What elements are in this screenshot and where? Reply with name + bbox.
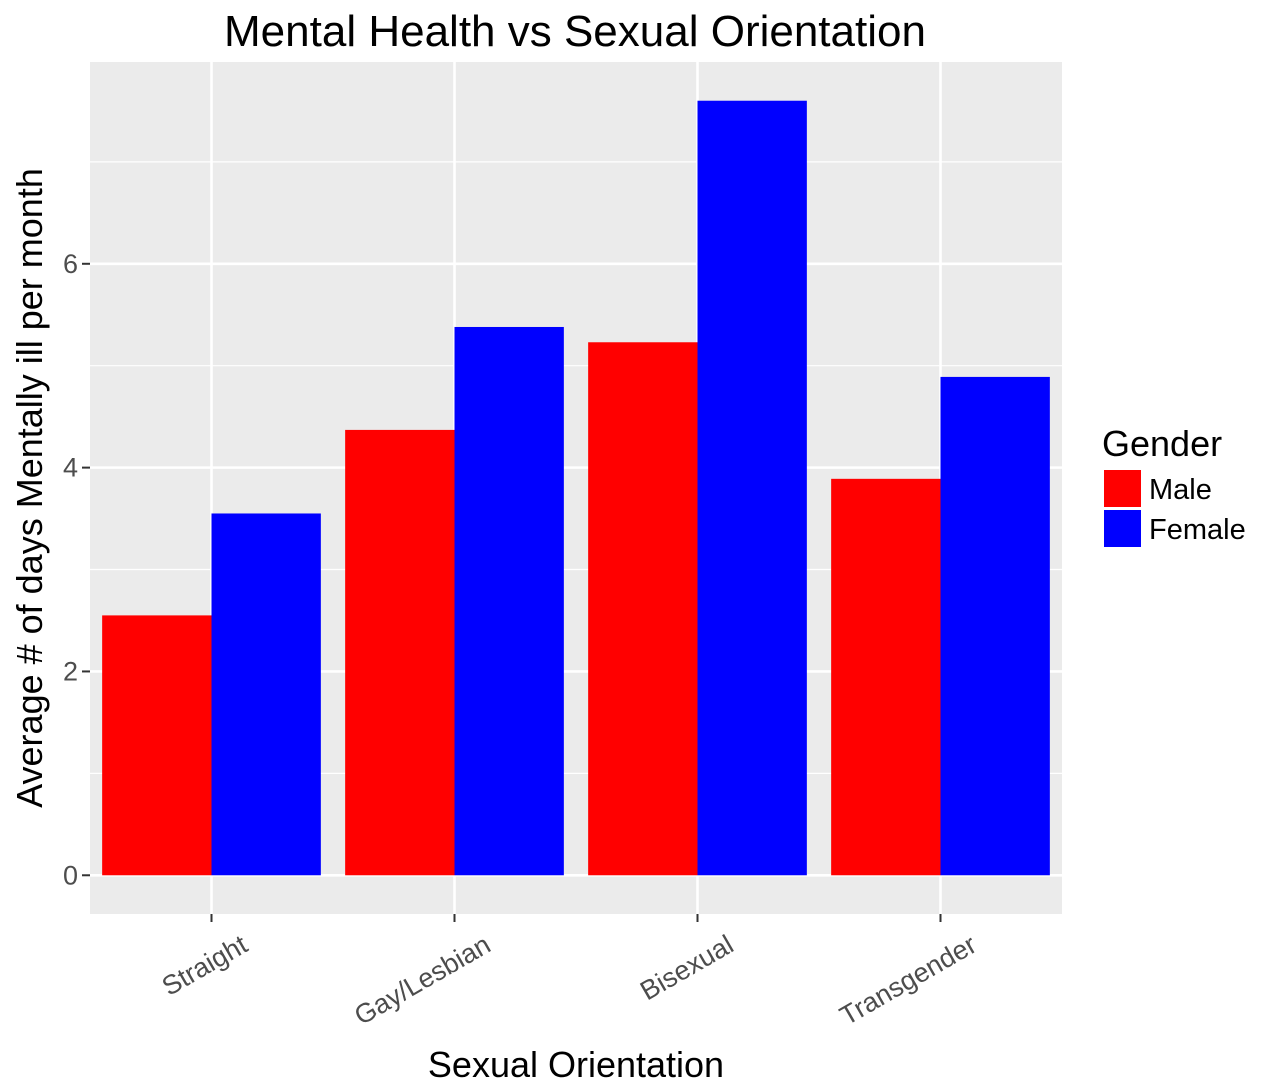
legend-title: Gender (1102, 423, 1222, 464)
bar-female-bisexual (697, 100, 807, 876)
y-tick-label: 6 (63, 249, 78, 279)
x-axis-ticks: Straight Gay/Lesbian Bisexual Transgender (157, 914, 982, 1031)
bar-male-straight (102, 615, 212, 876)
x-tick-label: Transgender (835, 929, 982, 1031)
y-tick-label: 2 (63, 656, 78, 686)
x-tick-label: Bisexual (635, 929, 738, 1006)
y-tick-label: 0 (63, 860, 78, 890)
y-axis-title: Average # of days Mentally ill per month (9, 168, 50, 808)
bar-male-bisexual (588, 342, 698, 876)
bar-female-gay-lesbian (454, 326, 564, 876)
y-axis-ticks: 0 2 4 6 (63, 249, 90, 890)
bar-male-gay-lesbian (345, 429, 455, 876)
legend-label-female: Female (1149, 514, 1246, 546)
x-axis-title: Sexual Orientation (428, 1044, 724, 1085)
chart-title: Mental Health vs Sexual Orientation (224, 7, 926, 56)
legend-swatch-male (1104, 470, 1141, 507)
x-tick-label: Gay/Lesbian (349, 929, 495, 1031)
x-tick-label: Straight (157, 929, 253, 1002)
bar-male-transgender (831, 478, 941, 876)
bars (102, 100, 1050, 876)
y-tick-label: 4 (63, 453, 78, 483)
legend-swatch-female (1104, 510, 1141, 547)
legend: Gender Male Female (1102, 423, 1246, 547)
legend-label-male: Male (1149, 474, 1212, 506)
bar-female-transgender (940, 376, 1050, 876)
bar-female-straight (211, 513, 321, 876)
legend-items: Male Female (1104, 470, 1246, 547)
